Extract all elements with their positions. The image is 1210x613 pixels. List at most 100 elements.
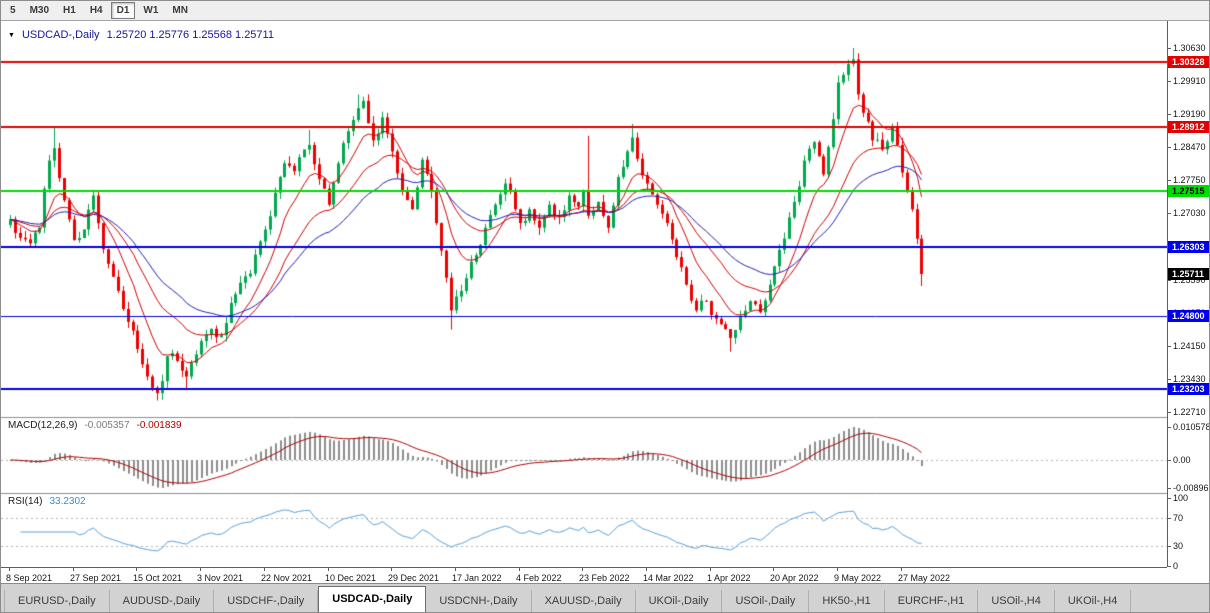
date-tick	[710, 568, 711, 571]
rsi-value: 33.2302	[49, 496, 86, 507]
timeframe-toolbar: 5 M30 H1 H4 D1 W1 MN	[1, 1, 1209, 21]
macd-name: MACD(12,26,9)	[8, 420, 78, 431]
tab-eurusd-daily[interactable]: EURUSD-,Daily	[4, 590, 110, 612]
axis-tick	[1168, 379, 1171, 380]
date-label: 10 Dec 2021	[325, 573, 377, 583]
macd-axis-label: 0.00	[1173, 455, 1191, 465]
rsi-axis-label: 70	[1173, 513, 1184, 523]
timeframe-button-h1[interactable]: H1	[63, 5, 76, 16]
rsi-name: RSI(14)	[8, 496, 43, 507]
price-chart-canvas[interactable]	[1, 21, 1167, 567]
price-tick-label: 1.22710	[1173, 407, 1206, 417]
time-axis[interactable]: 8 Sep 2021 27 Sep 2021 15 Oct 2021 3 Nov 20…	[1, 567, 1167, 585]
date-label: 4 Feb 2022	[516, 573, 562, 583]
price-tick-label: 1.27030	[1173, 208, 1206, 218]
chart-area: ▼ USDCAD-,Daily 1.25720 1.25776 1.25568 …	[1, 21, 1210, 585]
price-level-badge: 1.23203	[1168, 383, 1209, 395]
axis-tick	[1168, 546, 1171, 547]
axis-tick	[1168, 412, 1171, 413]
tab-usoil-daily[interactable]: USOil-,Daily	[722, 590, 810, 612]
tab-ukoil-daily[interactable]: UKOil-,Daily	[635, 590, 723, 612]
date-label: 3 Nov 2021	[197, 573, 244, 583]
price-tick-label: 1.25590	[1173, 275, 1206, 285]
date-tick	[455, 568, 456, 571]
timeframe-button-mn[interactable]: MN	[172, 5, 188, 16]
axis-tick	[1168, 81, 1171, 82]
timeframe-button-w1[interactable]: W1	[143, 5, 159, 16]
axis-tick	[1168, 566, 1171, 567]
price-tick-label: 1.30630	[1173, 43, 1206, 53]
date-label: 27 May 2022	[898, 573, 951, 583]
date-tick	[328, 568, 329, 571]
axis-tick	[1168, 180, 1171, 181]
date-label: 9 May 2022	[834, 573, 882, 583]
axis-tick	[1168, 48, 1171, 49]
price-tick-label: 1.29190	[1173, 109, 1206, 119]
axis-tick	[1168, 346, 1171, 347]
date-tick	[646, 568, 647, 571]
tab-usdcnh-daily[interactable]: USDCNH-,Daily	[426, 590, 532, 612]
axis-tick	[1168, 488, 1171, 489]
date-tick	[200, 568, 201, 571]
date-label: 23 Feb 2022	[579, 573, 630, 583]
date-tick	[9, 568, 10, 571]
rsi-indicator-label: RSI(14) 33.2302	[8, 496, 86, 507]
chart-tabs-bar: EURUSD-,Daily AUDUSD-,Daily USDCHF-,Daily U…	[1, 583, 1209, 612]
date-tick	[73, 568, 74, 571]
macd-axis-label: -0.00896	[1173, 483, 1209, 493]
chart-menu-arrow-icon[interactable]: ▼	[8, 31, 15, 39]
rsi-axis-label: 100	[1173, 493, 1189, 503]
timeframe-button-d1[interactable]: D1	[110, 2, 136, 19]
date-label: 29 Dec 2021	[388, 573, 440, 583]
date-tick	[264, 568, 265, 571]
price-tick-label: 1.27750	[1173, 175, 1206, 185]
price-level-badge: 1.27515	[1168, 185, 1209, 197]
date-label: 15 Oct 2021	[133, 573, 183, 583]
macd-main-value: -0.005357	[84, 420, 130, 431]
timeframe-button-5[interactable]: 5	[10, 5, 16, 16]
macd-signal-value: -0.001839	[136, 420, 182, 431]
rsi-axis-label: 0	[1173, 561, 1179, 571]
axis-tick	[1168, 518, 1171, 519]
axis-tick	[1168, 114, 1171, 115]
date-label: 8 Sep 2021	[6, 573, 53, 583]
rsi-axis-label: 30	[1173, 541, 1184, 551]
price-level-badge: 1.26303	[1168, 241, 1209, 253]
date-label: 17 Jan 2022	[452, 573, 502, 583]
axis-tick	[1168, 498, 1171, 499]
tab-usoil-h4[interactable]: USOil-,H4	[978, 590, 1055, 612]
price-level-badge: 1.28912	[1168, 121, 1209, 133]
date-tick	[391, 568, 392, 571]
axis-tick	[1168, 147, 1171, 148]
tab-ukoil-h4[interactable]: UKOil-,H4	[1054, 590, 1132, 612]
tab-xauusd-daily[interactable]: XAUUSD-,Daily	[531, 590, 636, 612]
tab-usdchf-daily[interactable]: USDCHF-,Daily	[214, 590, 319, 612]
axis-tick	[1168, 213, 1171, 214]
date-label: 14 Mar 2022	[643, 573, 694, 583]
axis-tick	[1168, 280, 1171, 281]
axis-tick	[1168, 427, 1171, 428]
date-label: 27 Sep 2021	[70, 573, 122, 583]
macd-indicator-label: MACD(12,26,9) -0.005357 -0.001839	[8, 420, 182, 431]
date-tick	[837, 568, 838, 571]
date-tick	[773, 568, 774, 571]
date-tick	[901, 568, 902, 571]
date-tick	[582, 568, 583, 571]
tab-eurchf-h1[interactable]: EURCHF-,H1	[884, 590, 979, 612]
date-label: 20 Apr 2022	[770, 573, 819, 583]
axis-tick	[1168, 460, 1171, 461]
price-level-badge: 1.30328	[1168, 56, 1209, 68]
price-tick-label: 1.29910	[1173, 76, 1206, 86]
tab-hk50-h1[interactable]: HK50-,H1	[809, 590, 885, 612]
price-tick-label: 1.28470	[1173, 142, 1206, 152]
timeframe-button-h4[interactable]: H4	[89, 5, 103, 16]
timeframe-button-m30[interactable]: M30	[29, 5, 50, 16]
tab-usdcad-daily[interactable]: USDCAD-,Daily	[318, 586, 427, 612]
macd-axis-label: 0.010578	[1173, 422, 1210, 432]
price-tick-label: 1.24150	[1173, 341, 1206, 351]
price-axis[interactable]: 1.30630 1.29910 1.29190 1.28470 1.27750 1.270…	[1167, 21, 1210, 571]
price-level-badge: 1.24800	[1168, 310, 1209, 322]
date-tick	[136, 568, 137, 571]
tab-audusd-daily[interactable]: AUDUSD-,Daily	[109, 590, 215, 612]
